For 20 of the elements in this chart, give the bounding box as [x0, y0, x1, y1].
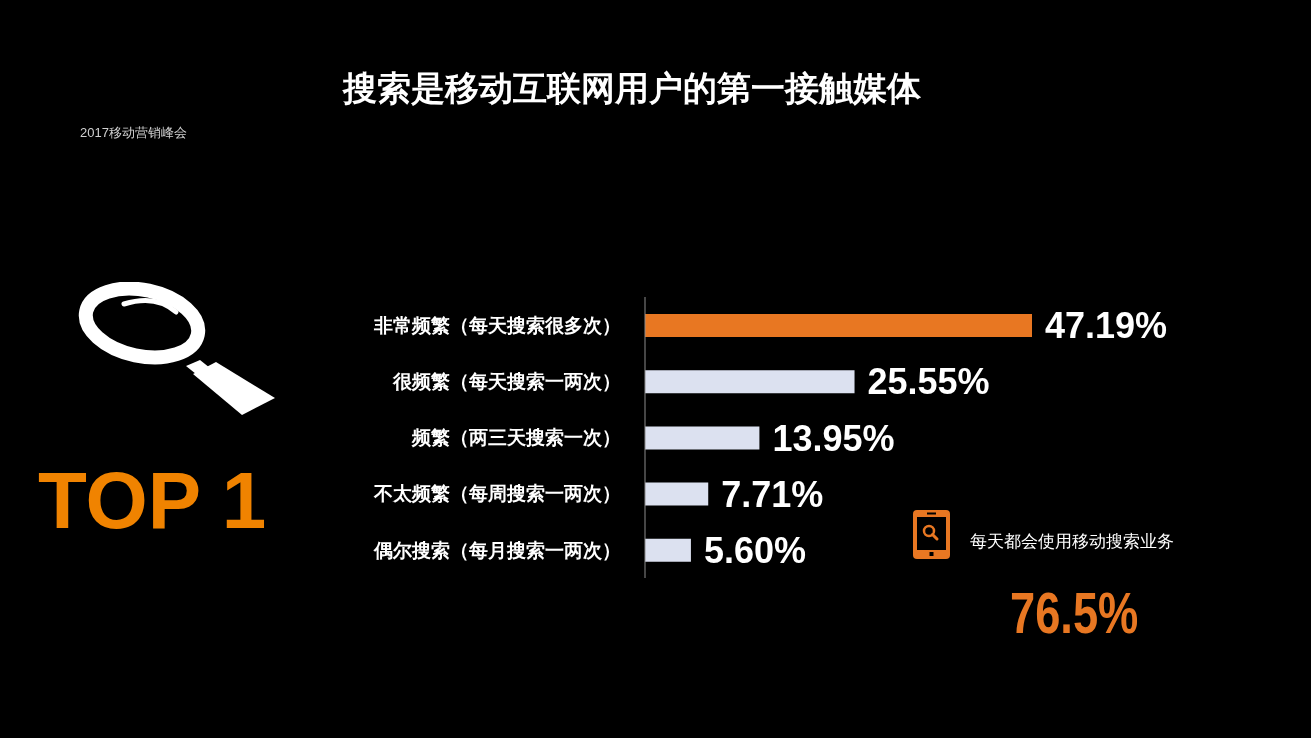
y-tick-label: 偶尔搜索（每月搜索一两次） — [373, 539, 621, 561]
annotation: 每天都会使用移动搜索业务 — [970, 531, 1174, 553]
y-tick-label: 非常频繁（每天搜索很多次） — [373, 314, 621, 336]
data-label: 5.60% — [703, 530, 806, 572]
y-tick-label: 频繁（两三天搜索一次） — [411, 427, 621, 449]
data-label: 7.71% — [721, 473, 824, 515]
bar — [645, 538, 691, 562]
data-label: 13.95% — [772, 417, 895, 459]
y-tick-label: 很频繁（每天搜索一两次） — [392, 371, 621, 393]
text: 76.5% — [1010, 580, 1139, 646]
bar — [645, 482, 709, 506]
chart-title: 搜索是移动互联网用户的第一接触媒体 — [343, 68, 921, 109]
bar — [645, 426, 760, 450]
y-tick-label: 不太频繁（每周搜索一两次） — [373, 483, 621, 505]
bar — [645, 314, 1032, 337]
text: TOP 1 — [38, 455, 267, 547]
data-label: 25.55% — [867, 361, 990, 403]
data-label: 47.19% — [1045, 305, 1168, 347]
text: 2017移动营销峰会 — [80, 124, 187, 142]
bar — [645, 370, 855, 394]
